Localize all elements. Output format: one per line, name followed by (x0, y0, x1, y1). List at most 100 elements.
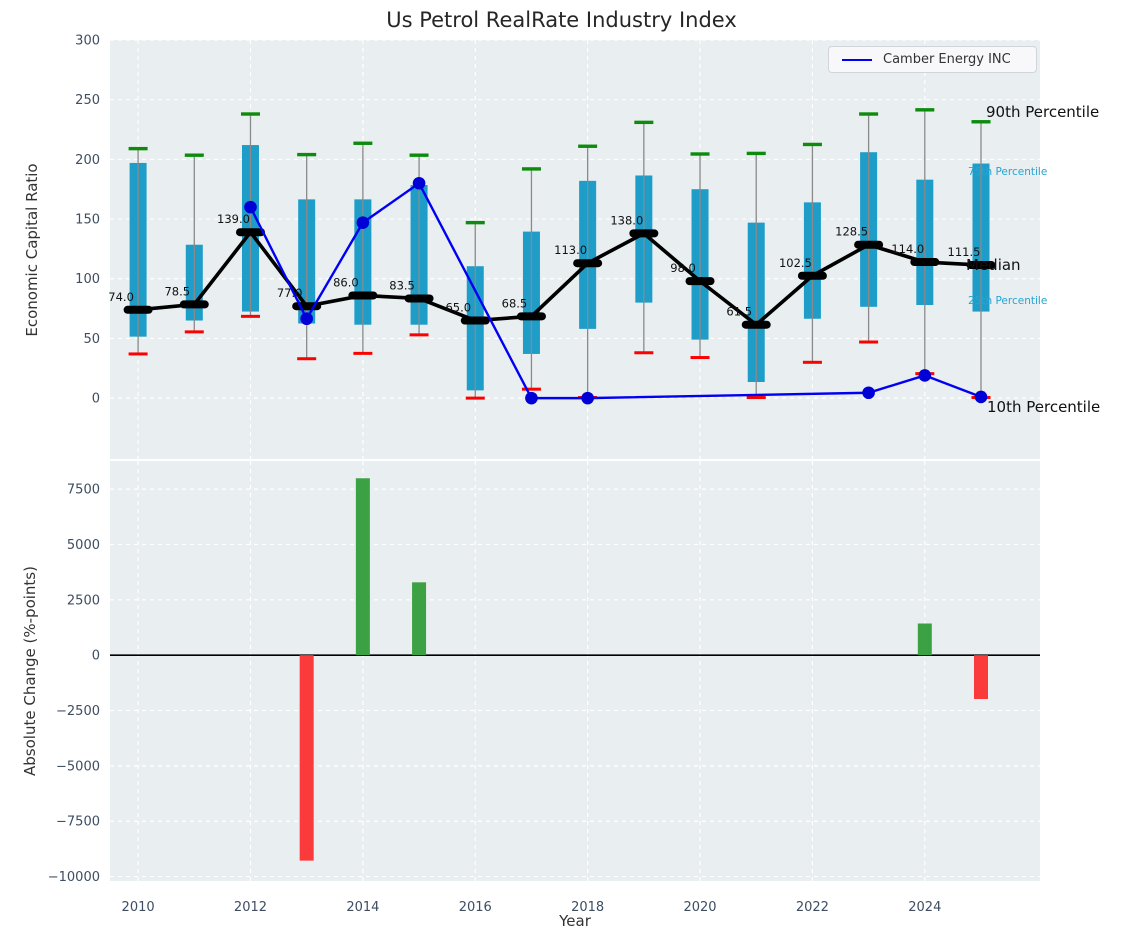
median-value-label-2017: 68.5 (502, 296, 528, 310)
p90-cap-2016 (465, 220, 485, 225)
top-y-tick-0: 0 (92, 392, 100, 407)
change-bar-2015 (412, 582, 427, 656)
median-marker-2015 (404, 294, 434, 303)
annotation-median: Median (966, 256, 1021, 274)
median-value-label-2021: 61.5 (726, 305, 752, 319)
legend-label: Camber Energy INC (883, 52, 1011, 67)
p90-cap-2012 (240, 112, 260, 116)
median-marker-2016 (460, 316, 490, 325)
median-value-label-2019: 138.0 (610, 213, 643, 227)
median-marker-2025 (966, 261, 996, 270)
change-bar-2014 (355, 478, 370, 656)
top-y-tick-200: 200 (75, 153, 100, 168)
p90-cap-2022 (802, 142, 822, 147)
x-tick-2010: 2010 (122, 900, 155, 915)
annotation-75th-percentile: 75th Percentile (968, 166, 1048, 178)
top-y-tick-300: 300 (75, 34, 100, 49)
bottom-y-tick--2500: −2500 (56, 704, 100, 719)
annotation-10th-percentile: 10th Percentile (987, 398, 1101, 416)
x-tick-2024: 2024 (908, 900, 941, 915)
camber-point-2018 (581, 391, 594, 405)
p10-cap-2013 (297, 357, 317, 361)
median-marker-2023 (854, 240, 884, 249)
camber-point-2013 (300, 312, 313, 326)
median-value-label-2020: 98.0 (670, 261, 696, 275)
chart-title: Us Petrol RealRate Industry Index (386, 8, 737, 32)
x-tick-2014: 2014 (346, 900, 379, 915)
median-marker-2019 (629, 229, 659, 238)
p10-cap-2016 (465, 396, 485, 400)
p10-cap-2019 (634, 351, 654, 355)
p90-cap-2019 (634, 120, 654, 125)
camber-point-2023 (862, 386, 875, 400)
camber-point-2024 (918, 369, 932, 382)
bottom-y-tick--10000: −10000 (48, 870, 100, 885)
annotation-25th-percentile: 25th Percentile (968, 295, 1048, 307)
bottom-y-tick-0: 0 (92, 649, 100, 664)
p90-cap-2021 (746, 151, 766, 156)
median-marker-2012 (235, 228, 265, 237)
p90-cap-2013 (297, 152, 317, 157)
camber-point-2014 (356, 216, 370, 229)
median-line (137, 229, 982, 328)
x-tick-2020: 2020 (683, 900, 716, 915)
median-marker-2024 (910, 258, 940, 267)
bottom-y-tick--5000: −5000 (56, 759, 100, 774)
p10-cap-2017 (521, 387, 541, 391)
median-value-label-2023: 128.5 (835, 225, 868, 239)
p90-cap-2010 (128, 146, 148, 151)
bottom-y-axis-label: Absolute Change (%-points) (21, 566, 39, 776)
median-value-label-2015: 83.5 (389, 278, 415, 292)
median-value-label-2018: 113.0 (554, 243, 587, 257)
camber-point-2017 (525, 391, 538, 405)
p10-cap-2014 (353, 351, 373, 355)
p90-cap-2015 (409, 153, 429, 157)
p10-cap-2012 (240, 314, 260, 318)
median-value-label-2012: 139.0 (217, 212, 250, 226)
median-value-label-2014: 86.0 (333, 275, 359, 289)
change-bar-2025 (973, 655, 988, 700)
p10-cap-2015 (409, 333, 429, 337)
top-y-tick-250: 250 (75, 93, 100, 108)
p90-cap-2023 (859, 112, 879, 116)
change-bar-2024 (917, 623, 932, 656)
p90-cap-2017 (521, 167, 541, 171)
camber-point-2012 (244, 200, 257, 214)
annotation-90th-percentile: 90th Percentile (986, 103, 1100, 121)
median-marker-2022 (797, 271, 827, 280)
median-marker-2018 (573, 259, 603, 268)
bottom-y-tick-7500: 7500 (67, 483, 100, 498)
p90-cap-2020 (690, 152, 710, 156)
bottom-y-tick--7500: −7500 (56, 815, 100, 830)
p90-cap-2018 (578, 144, 598, 148)
bottom-plot-background (110, 461, 1040, 881)
p90-cap-2024 (915, 108, 935, 112)
p10-cap-2022 (802, 360, 822, 364)
x-tick-2022: 2022 (796, 900, 829, 915)
top-y-tick-150: 150 (75, 213, 100, 228)
p90-cap-2011 (184, 153, 204, 157)
x-tick-2012: 2012 (234, 900, 267, 915)
median-marker-2014 (348, 291, 378, 300)
median-value-label-2025: 111.5 (948, 245, 981, 259)
median-value-label-2011: 78.5 (164, 284, 190, 298)
p10-cap-2023 (859, 340, 879, 344)
bottom-y-tick-5000: 5000 (67, 538, 100, 553)
legend-line-sample-icon (842, 58, 872, 61)
top-y-tick-50: 50 (83, 332, 100, 347)
median-value-label-2016: 65.0 (445, 301, 471, 315)
median-marker-2011 (179, 300, 209, 309)
top-y-tick-100: 100 (75, 272, 100, 287)
median-marker-2017 (516, 312, 546, 321)
median-value-label-2010: 74.0 (108, 290, 134, 304)
p10-cap-2010 (128, 352, 148, 356)
median-marker-2021 (741, 320, 771, 329)
p90-cap-2025 (971, 120, 991, 124)
p90-cap-2014 (353, 141, 373, 145)
median-marker-2020 (685, 277, 715, 286)
top-y-axis-label: Economic Capital Ratio (23, 163, 41, 337)
camber-point-2025 (974, 390, 988, 404)
x-tick-2018: 2018 (571, 900, 604, 915)
